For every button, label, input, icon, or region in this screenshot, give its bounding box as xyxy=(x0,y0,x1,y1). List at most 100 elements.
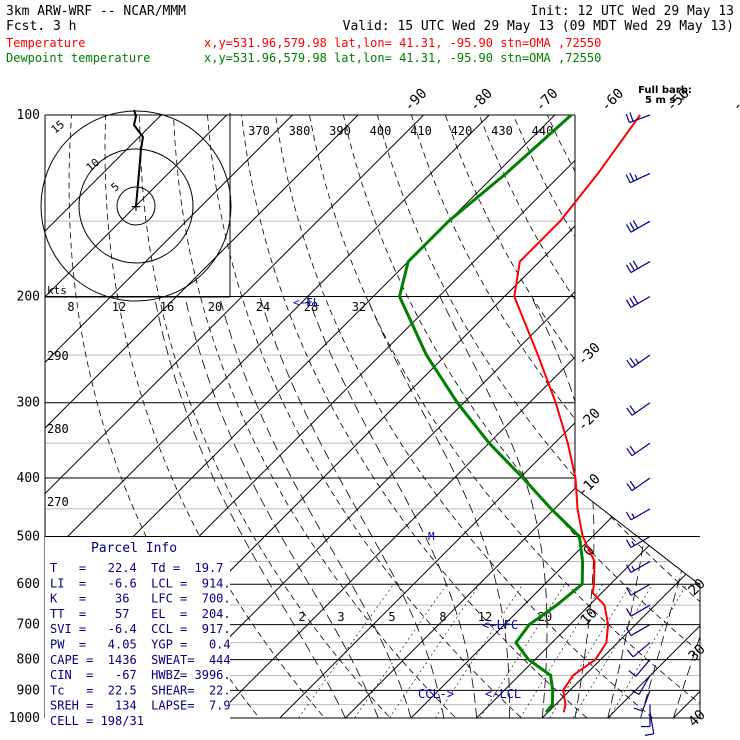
pressure-label-100: 100 xyxy=(17,108,40,123)
hodograph-ring-label-5: 5 xyxy=(109,180,122,194)
mixing-ratio-label-12: 12 xyxy=(478,610,492,624)
hodograph-ring-5 xyxy=(116,186,156,226)
speed-scale-label-28: 28 xyxy=(304,300,318,314)
mixing-ratio-label-3: 3 xyxy=(337,610,344,624)
ccl-marker: CCL-> xyxy=(418,687,454,701)
wind-barb xyxy=(626,642,651,658)
speed-scale-label-20: 20 xyxy=(208,300,222,314)
isotherm-label-0: -90 xyxy=(401,86,430,115)
theta-label-370: 370 xyxy=(248,124,270,138)
mixing-ratio-label-2: 2 xyxy=(298,610,305,624)
speed-scale-label-12: 12 xyxy=(112,300,126,314)
wind-barb xyxy=(625,295,651,309)
pressure-label-600: 600 xyxy=(17,577,40,592)
theta-label-410: 410 xyxy=(410,124,432,138)
isotherm-label-7: -20 xyxy=(575,405,604,434)
theta-label-400: 400 xyxy=(370,124,392,138)
init-time: Init: 12 UTC Wed 29 May 13 xyxy=(531,4,735,19)
parcel-info-title: Parcel Info xyxy=(91,541,177,556)
dewpoint-trace xyxy=(397,113,585,714)
forecast-hour: Fcst. 3 h xyxy=(6,19,76,34)
legend-temperature-info: x,y=531.96,579.98 lat,lon= 41.31, -95.90… xyxy=(204,36,601,50)
wind-barb xyxy=(625,624,651,637)
wind-barb xyxy=(641,704,651,728)
hodograph-ring-15 xyxy=(40,110,232,302)
barb-key-title: Full barb: xyxy=(638,85,692,96)
left-scale-label-290: 290 xyxy=(47,349,69,363)
wind-barb xyxy=(625,220,651,233)
valid-time: Valid: 15 UTC Wed 29 May 13 (09 MDT Wed … xyxy=(343,19,734,34)
parcel-info-row: Tc = 22.5 SHEAR= 22. xyxy=(50,683,231,697)
parcel-info-row: CELL = 198/31 xyxy=(50,714,144,728)
parcel-info-row: T = 22.4 Td = 19.7 xyxy=(50,561,223,575)
pressure-label-900: 900 xyxy=(17,683,40,698)
wind-barb xyxy=(625,172,651,184)
isotherm-label-8: -10 xyxy=(575,471,604,500)
isotherm-label-11: 20 xyxy=(686,576,709,599)
parcel-info-row: CIN = -67 HWBZ= 3996. xyxy=(50,668,231,682)
wind-barb xyxy=(626,402,651,416)
theta-label-390: 390 xyxy=(329,124,351,138)
parcel-info-row: LI = -6.6 LCL = 914. xyxy=(50,576,231,590)
parcel-info-row: CAPE = 1436 SWEAT= 444 xyxy=(50,653,231,667)
hodograph-trace xyxy=(132,109,145,207)
el-marker: <-EL xyxy=(293,296,320,309)
pressure-label-500: 500 xyxy=(17,529,40,544)
speed-scale-label-16: 16 xyxy=(160,300,174,314)
legend-temperature-name: Temperature xyxy=(6,36,85,50)
mixing-ratio-label-20: 20 xyxy=(538,610,552,624)
wind-barb xyxy=(625,560,651,573)
barb-key-units: 5 m s⁻¹ xyxy=(645,95,685,106)
pressure-label-800: 800 xyxy=(17,653,40,668)
wind-barb xyxy=(625,604,651,617)
isotherm-label-12: 30 xyxy=(686,641,709,664)
isotherm-label-5: -40 xyxy=(729,86,740,115)
wind-barb xyxy=(625,508,651,521)
wind-barb-profile xyxy=(625,112,655,736)
legend-dewpoint-info: x,y=531.96,579.98 lat,lon= 41.31, -95.90… xyxy=(204,51,601,65)
wind-barb xyxy=(633,690,651,712)
speed-scale-label-8: 8 xyxy=(67,300,74,314)
wind-barb xyxy=(625,535,651,548)
wind-barb xyxy=(625,112,651,124)
isotherm-label-13: 40 xyxy=(686,707,709,730)
hodograph-ring-10 xyxy=(78,148,194,264)
wind-barb xyxy=(628,659,651,677)
theta-label-430: 430 xyxy=(491,124,513,138)
parcel-info-row: TT = 57 EL = 204. xyxy=(50,607,231,621)
pressure-label-200: 200 xyxy=(17,290,40,305)
wind-barb xyxy=(626,477,651,492)
pressure-label-700: 700 xyxy=(17,618,40,633)
m-marker: M xyxy=(428,530,435,543)
parcel-info-row: K = 36 LFC = 700. xyxy=(50,592,231,606)
wind-barb xyxy=(644,712,655,736)
pressure-axis-labels: 100 200 300 400 500 600 700 800 900 1000 xyxy=(9,108,40,726)
pressure-label-400: 400 xyxy=(17,471,40,486)
hodograph-ring-label-10: 10 xyxy=(84,156,103,174)
temperature-trace xyxy=(513,114,641,713)
parcel-info-row: SREH = 134 LAPSE= 7.9 xyxy=(50,699,231,713)
wind-barb xyxy=(625,260,651,274)
hodograph-ring-label-15: 15 xyxy=(49,118,68,136)
isotherm-label-1: -80 xyxy=(467,86,496,115)
pressure-label-1000: 1000 xyxy=(9,711,40,726)
parcel-info-box: Parcel Info T = 22.4 Td = 19.7LI = -6.6 … xyxy=(45,537,231,728)
wind-barb xyxy=(630,675,651,696)
left-scale-label-280: 280 xyxy=(47,422,69,436)
wind-barb xyxy=(625,583,651,596)
theta-label-420: 420 xyxy=(451,124,473,138)
model-title: 3km ARW-WRF -- NCAR/MMM xyxy=(6,4,186,19)
parcel-info-row: PW = 4.05 YGP = 0.4 xyxy=(50,638,231,652)
speed-scale-label-24: 24 xyxy=(256,300,270,314)
speed-scale-label-32: 32 xyxy=(352,300,366,314)
hodograph-center-mark: + xyxy=(130,199,142,215)
lcl-marker: <-LCL xyxy=(485,687,521,701)
wind-barb xyxy=(626,354,651,369)
legend-dewpoint-name: Dewpoint temperature xyxy=(6,51,151,65)
mixing-ratio-label-8: 8 xyxy=(439,610,446,624)
hodograph-kts-label: kts xyxy=(47,284,67,297)
pressure-label-300: 300 xyxy=(17,396,40,411)
wind-barb xyxy=(626,442,651,457)
isotherm-label-3: -60 xyxy=(598,86,627,115)
